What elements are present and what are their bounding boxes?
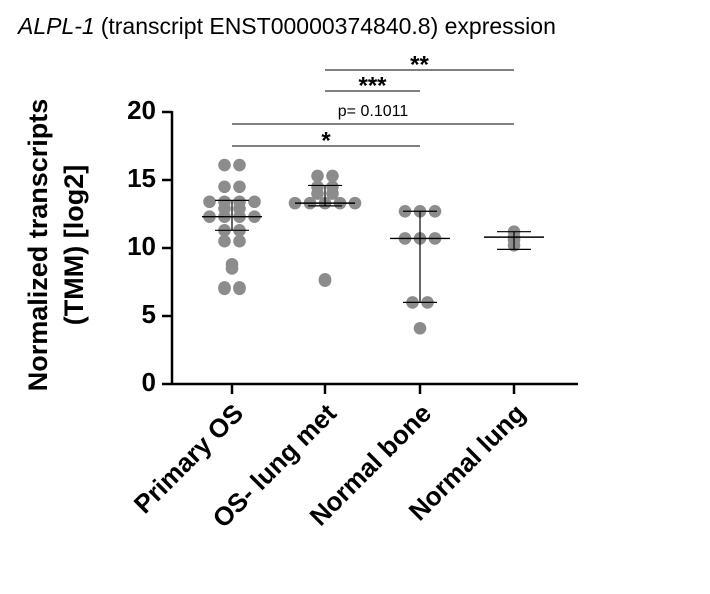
data-point	[311, 169, 324, 183]
data-point	[218, 158, 231, 172]
significance-label: **	[410, 51, 429, 78]
significance-label: ***	[358, 72, 387, 99]
data-point	[225, 262, 239, 275]
data-point	[233, 234, 246, 248]
data-point	[233, 282, 246, 296]
data-point	[218, 282, 231, 296]
data-point	[413, 321, 427, 335]
y-tick-label: 15	[127, 163, 156, 193]
title-text: (transcript ENST00000374840.8) expressio…	[101, 13, 556, 39]
y-tick-label: 20	[127, 95, 156, 125]
data-point	[311, 187, 324, 200]
data-point	[318, 274, 332, 287]
data-point	[218, 234, 231, 248]
data-point	[326, 187, 339, 200]
significance-label: *	[321, 127, 331, 154]
title-gene: ALPL-1	[16, 13, 95, 39]
data-point	[248, 195, 261, 209]
data-point	[233, 158, 246, 172]
data-point	[326, 169, 339, 183]
y-tick-label: 10	[127, 231, 156, 261]
y-tick-label: 0	[142, 367, 156, 397]
chart-title: ALPL-1 (transcript ENST00000374840.8) exp…	[16, 13, 556, 39]
y-axis-label: Normalized transcripts	[23, 99, 53, 392]
data-point	[203, 195, 216, 209]
y-tick-label: 5	[142, 299, 156, 329]
data-point	[218, 180, 231, 194]
y-axis-label: (TMM) [log2]	[59, 165, 89, 325]
significance-label: p= 0.1011	[338, 103, 409, 120]
data-point	[233, 180, 246, 194]
